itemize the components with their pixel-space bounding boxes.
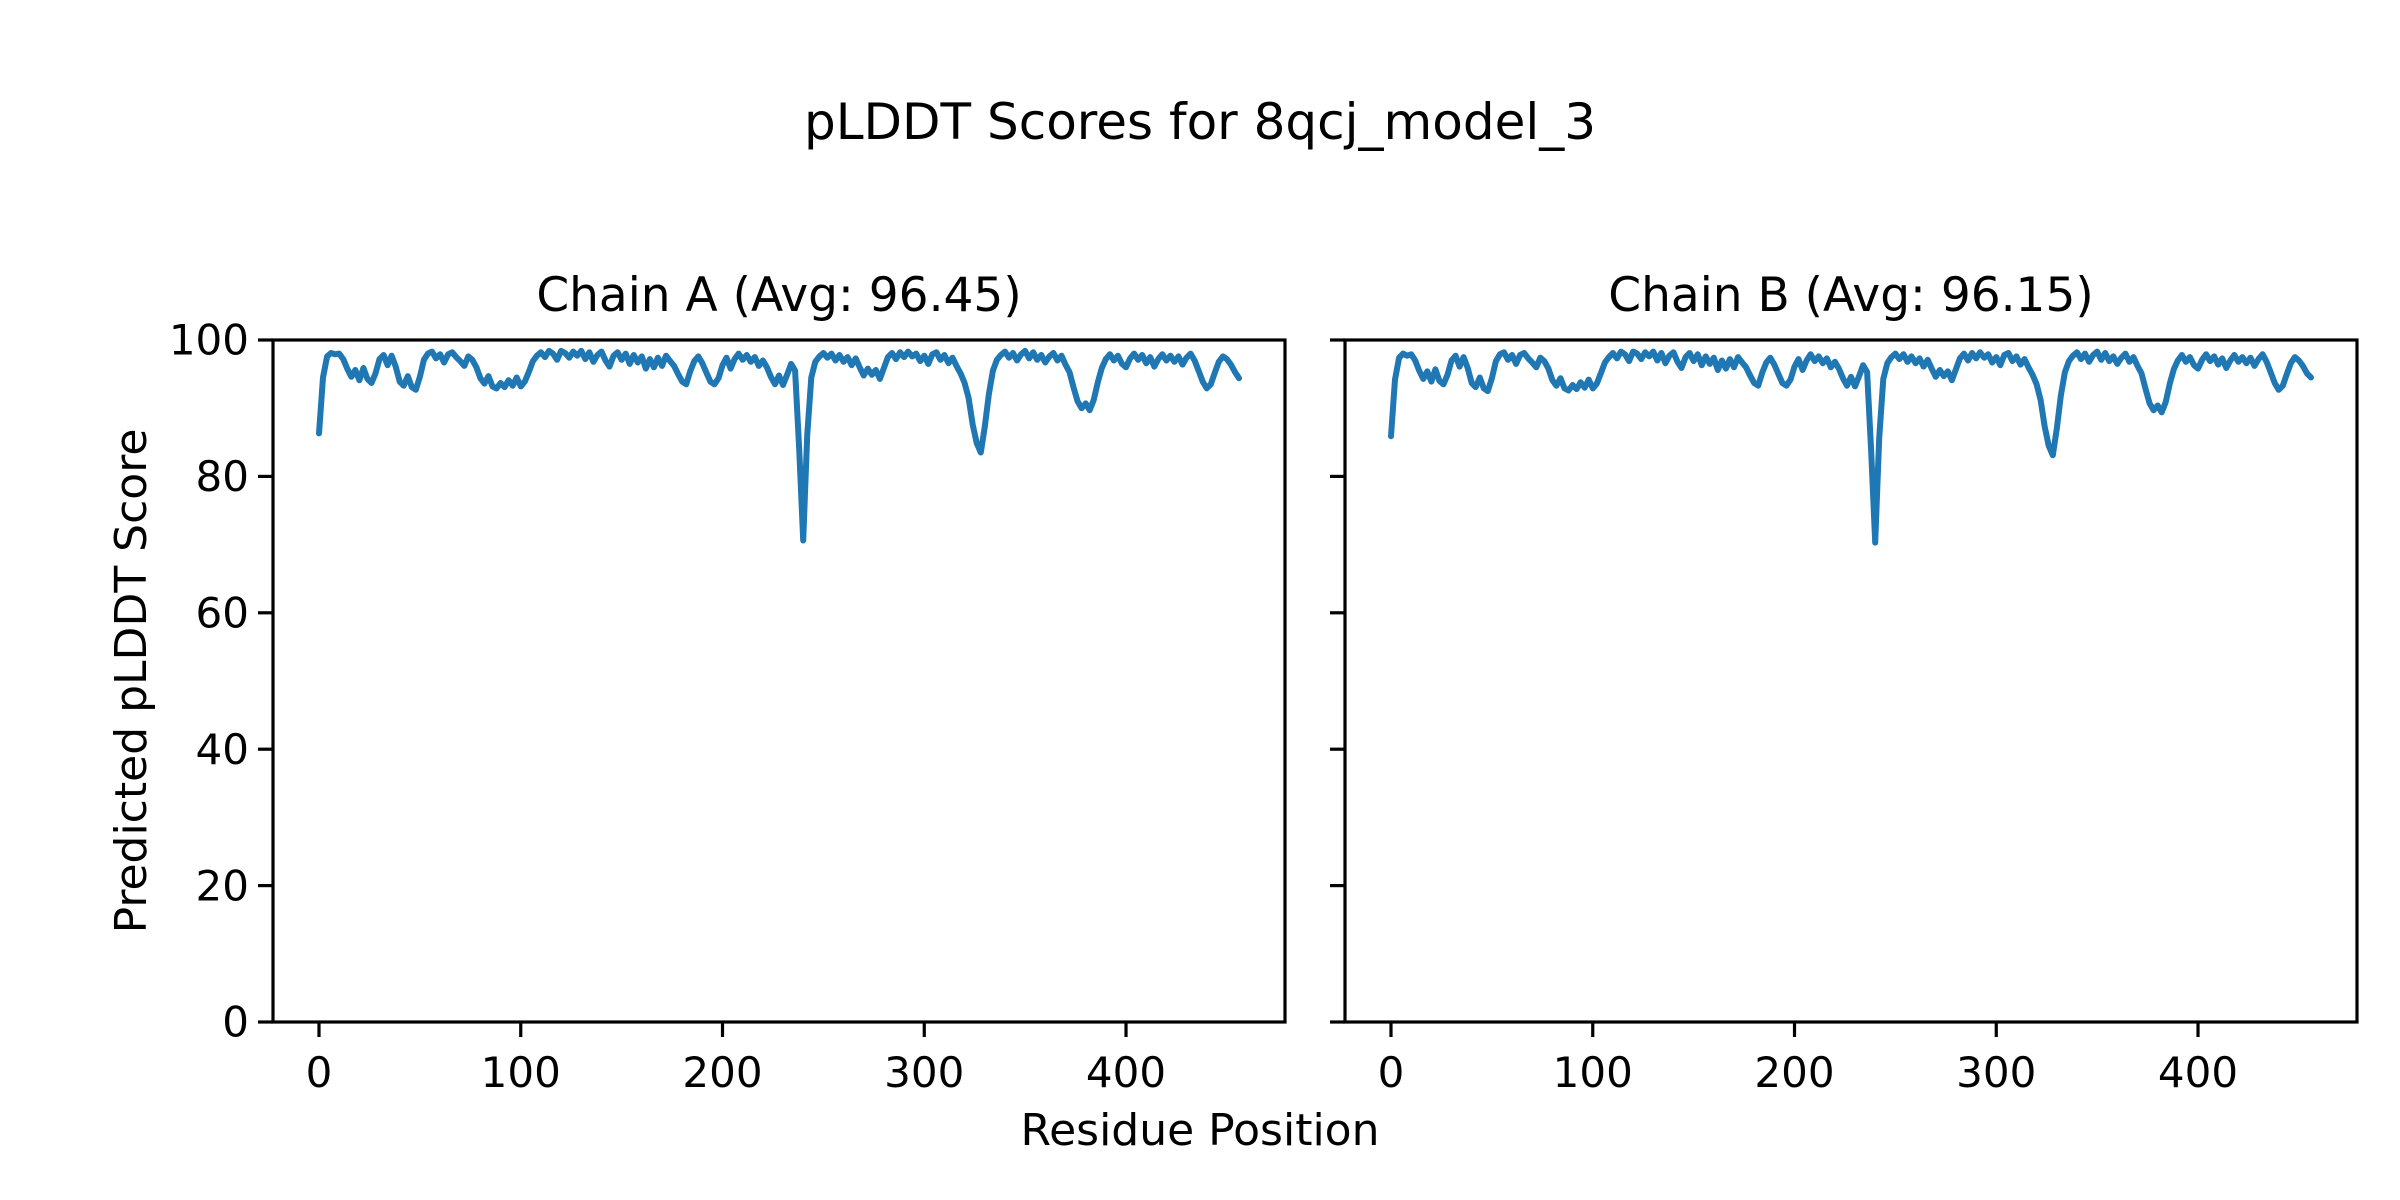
x-tick-label: 400 <box>1086 1048 1166 1097</box>
x-tick-label: 400 <box>2158 1048 2238 1097</box>
x-tick-label: 0 <box>306 1048 333 1097</box>
y-tick-label: 20 <box>196 861 249 910</box>
chain-b-plot: 0 100 200 300 400 <box>1330 338 2359 1097</box>
figure-title: pLDDT Scores for 8qcj_model_3 <box>803 93 1597 151</box>
chain-a-plot: 0 100 200 300 400 0 20 40 60 80 100 <box>169 316 1287 1097</box>
y-tick-label: 40 <box>196 725 249 774</box>
axes-frame <box>271 338 1287 1024</box>
y-tick-label: 100 <box>169 316 249 365</box>
x-tick-label: 300 <box>1956 1048 2036 1097</box>
x-tick-label: 300 <box>884 1048 964 1097</box>
plddt-line-chain-b <box>1388 348 2314 546</box>
y-tick-label: 60 <box>196 589 249 638</box>
x-tick-label: 100 <box>1553 1048 1633 1097</box>
chain-b-subplot-title: Chain B (Avg: 96.15) <box>1608 268 2094 323</box>
y-tick-label: 0 <box>222 998 249 1047</box>
x-tick-label: 200 <box>1754 1048 1834 1097</box>
plddt-line-chain-a <box>316 347 1242 544</box>
x-tick-label: 100 <box>481 1048 561 1097</box>
x-axis-label: Residue Position <box>1020 1105 1380 1156</box>
x-tick-label: 200 <box>682 1048 762 1097</box>
chain-a-subplot-title: Chain A (Avg: 96.45) <box>536 268 1022 323</box>
y-axis-label: Predicted pLDDT Score <box>106 428 157 934</box>
y-tick-label: 80 <box>196 452 249 501</box>
x-tick-label: 0 <box>1378 1048 1405 1097</box>
axes-frame <box>1343 338 2359 1024</box>
